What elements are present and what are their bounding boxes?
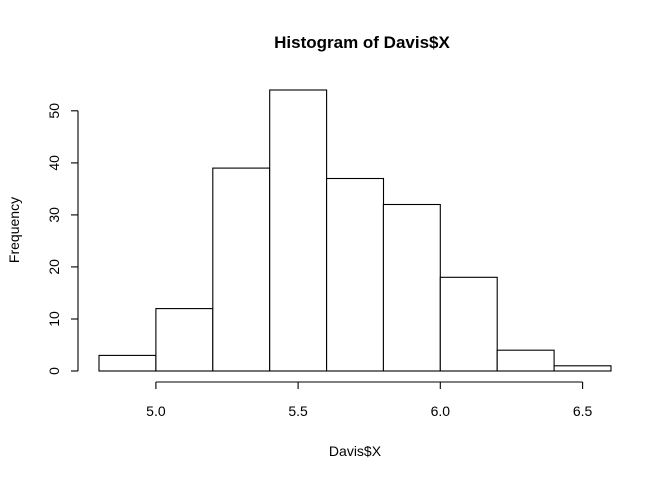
y-axis-label: Frequency [6,197,22,263]
histogram-bar [269,89,328,372]
histogram-bar [155,308,214,372]
y-axis-tick-label: 20 [46,259,62,275]
x-axis-tick-label: 5.5 [288,403,308,419]
y-axis-tick-label: 50 [46,103,62,119]
histogram-bar [439,276,498,372]
x-axis-tick-label: 6.0 [431,403,451,419]
histogram-bar [382,203,441,372]
x-axis-label: Davis$X [329,443,382,459]
histogram-bar [98,354,157,372]
histogram-bar [496,349,555,372]
x-axis-tick-label: 5.0 [146,403,166,419]
y-axis-tick-label: 30 [46,207,62,223]
y-axis-tick-label: 40 [46,155,62,171]
y-axis-tick-label: 10 [46,311,62,327]
histogram-bar [553,365,612,372]
histogram-bars [98,89,612,372]
histogram-bar [326,177,385,372]
x-axis-tick-label: 6.5 [573,403,593,419]
x-axis: 5.0 5.5 6.0 6.5 [146,381,593,419]
y-axis-tick-label: 0 [46,367,62,375]
y-axis: 0 10 20 30 40 50 [46,103,79,375]
histogram-bar [212,167,271,372]
chart-title: Histogram of Davis$X [274,33,450,52]
